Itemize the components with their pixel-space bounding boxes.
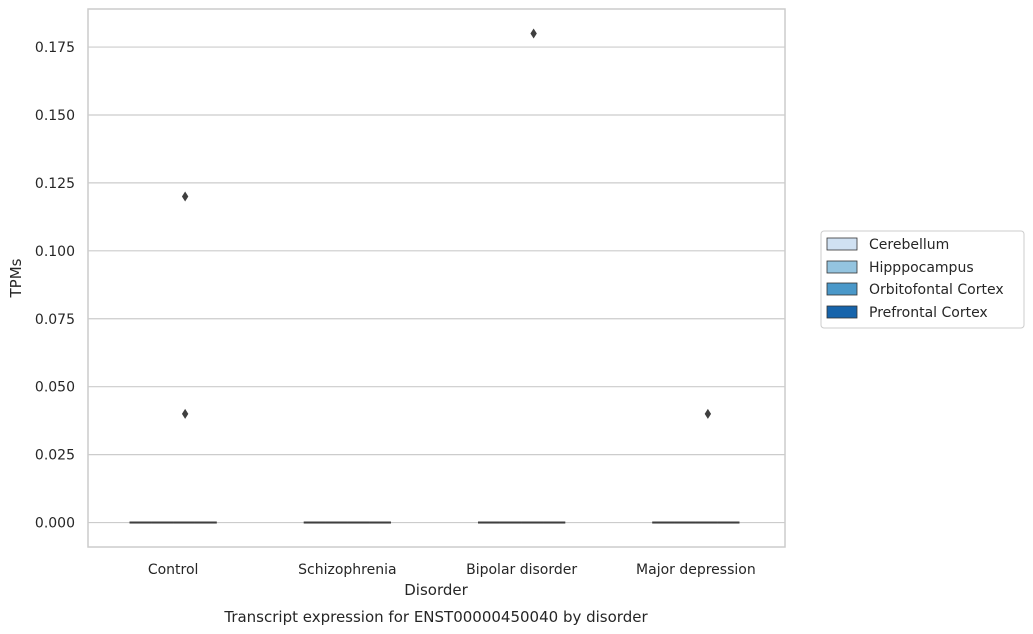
x-tick-label: Bipolar disorder <box>466 562 577 578</box>
y-axis-label: TPMs <box>7 258 25 298</box>
outlier-point <box>704 408 712 419</box>
outlier-point <box>530 28 537 39</box>
outlier-point <box>181 191 189 202</box>
boxes <box>129 521 740 524</box>
x-tick-label: Major depression <box>636 562 756 578</box>
y-tick-label: 0.050 <box>35 380 75 396</box>
y-tick-label: 0.000 <box>35 516 75 532</box>
gridlines <box>88 46 785 524</box>
x-tick-label: Control <box>148 562 199 578</box>
y-tick-label: 0.075 <box>35 312 75 328</box>
y-tick-label: 0.125 <box>35 176 75 192</box>
x-axis-ticks: Control Schizophrenia Bipolar disorder Majo… <box>148 562 756 578</box>
legend-label-orbitofrontal-cortex: Orbitofontal Cortex <box>869 282 1004 298</box>
legend: Cerebellum Hipppocampus Orbitofontal Cor… <box>820 230 1025 329</box>
legend-label-cerebellum: Cerebellum <box>869 237 949 253</box>
plot-frame <box>87 8 786 548</box>
legend-swatch-prefrontal-cortex <box>826 305 858 319</box>
y-tick-label: 0.025 <box>35 448 75 464</box>
legend-label-hippocampus: Hipppocampus <box>869 260 974 276</box>
legend-swatch-hippocampus <box>826 260 858 274</box>
legend-swatch-orbitofrontal-cortex <box>826 282 858 296</box>
outliers <box>181 28 712 419</box>
x-tick-label: Schizophrenia <box>298 562 396 578</box>
chart-caption: Transcript expression for ENST0000045004… <box>223 608 648 626</box>
legend-frame <box>820 230 1025 329</box>
y-tick-label: 0.100 <box>35 244 75 260</box>
x-axis-label: Disorder <box>404 581 468 599</box>
y-axis-ticks: 0.000 0.025 0.050 0.075 0.100 0.125 0.150 0.175 <box>35 40 75 532</box>
legend-swatch-cerebellum <box>826 237 858 251</box>
y-tick-label: 0.175 <box>35 40 75 56</box>
outlier-point <box>181 408 189 419</box>
y-tick-label: 0.150 <box>35 108 75 124</box>
legend-label-prefrontal-cortex: Prefrontal Cortex <box>869 305 988 321</box>
